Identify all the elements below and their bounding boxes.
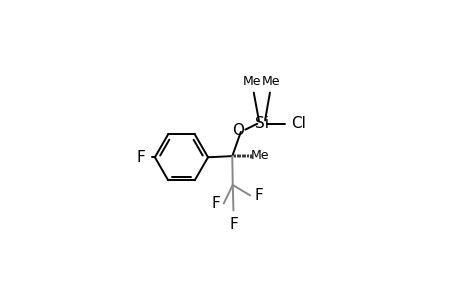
Text: Si: Si xyxy=(255,116,269,131)
Text: F: F xyxy=(211,196,219,211)
Text: Me: Me xyxy=(250,149,269,162)
Text: F: F xyxy=(229,217,238,232)
Text: Cl: Cl xyxy=(290,116,305,131)
Text: Me: Me xyxy=(262,74,280,88)
Text: O: O xyxy=(231,122,244,137)
Text: Me: Me xyxy=(243,74,261,88)
Text: F: F xyxy=(136,150,145,165)
Text: F: F xyxy=(254,188,263,203)
